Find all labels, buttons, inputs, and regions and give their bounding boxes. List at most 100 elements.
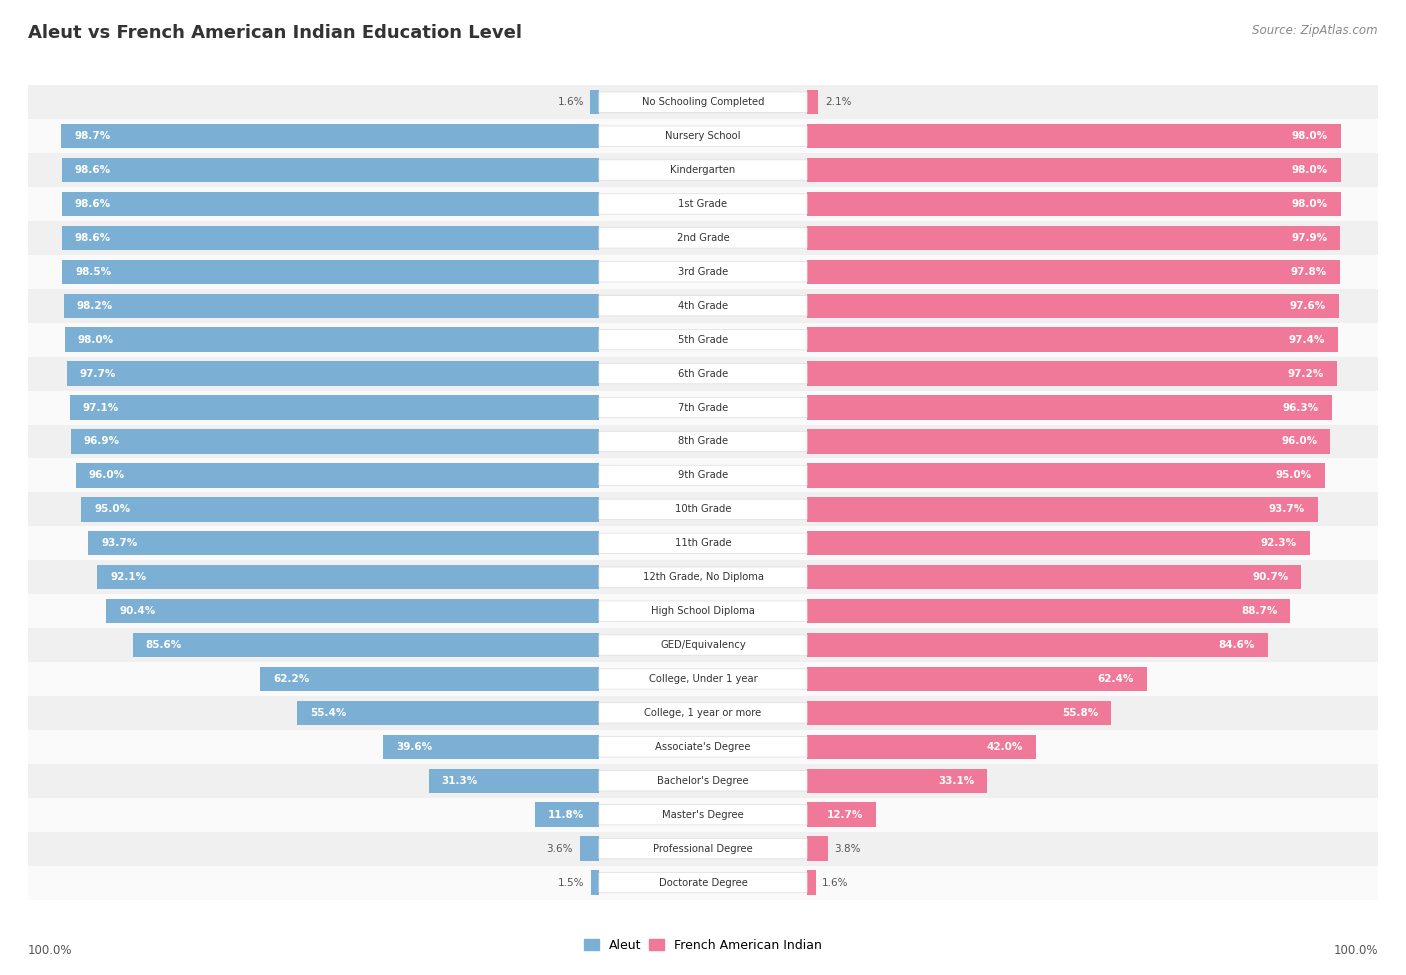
Text: 39.6%: 39.6% [396,742,433,752]
Bar [807,90,818,114]
Bar [28,424,1378,458]
FancyBboxPatch shape [599,160,807,180]
Text: 31.3%: 31.3% [441,776,478,786]
Bar [89,531,599,556]
Text: 62.2%: 62.2% [273,674,309,684]
Bar [63,293,599,318]
Bar [28,289,1378,323]
Bar [62,124,599,148]
Bar [28,492,1378,526]
FancyBboxPatch shape [599,838,807,859]
Text: 98.0%: 98.0% [1292,131,1329,141]
Bar [132,633,599,657]
Bar [62,192,599,216]
Text: 97.4%: 97.4% [1288,334,1324,345]
Bar [70,395,599,420]
Text: 100.0%: 100.0% [1333,945,1378,957]
Text: 98.5%: 98.5% [76,267,111,277]
Text: 2.1%: 2.1% [825,98,851,107]
FancyBboxPatch shape [599,92,807,112]
Text: No Schooling Completed: No Schooling Completed [641,98,765,107]
Text: 2nd Grade: 2nd Grade [676,233,730,243]
Text: Nursery School: Nursery School [665,131,741,141]
Bar [28,458,1378,492]
Text: 1.5%: 1.5% [558,878,585,887]
Bar [28,561,1378,594]
Bar [28,526,1378,561]
Bar [28,187,1378,221]
Bar [807,837,828,861]
Text: 3.8%: 3.8% [834,843,860,854]
Text: Associate's Degree: Associate's Degree [655,742,751,752]
Bar [28,391,1378,424]
Text: College, Under 1 year: College, Under 1 year [648,674,758,684]
Bar [297,701,599,725]
Text: 98.6%: 98.6% [75,199,111,209]
FancyBboxPatch shape [599,261,807,282]
Bar [807,565,1301,590]
Text: Kindergarten: Kindergarten [671,165,735,176]
Text: Master's Degree: Master's Degree [662,809,744,820]
Text: Professional Degree: Professional Degree [654,843,752,854]
FancyBboxPatch shape [599,873,807,893]
Bar [807,633,1268,657]
Bar [76,463,599,488]
FancyBboxPatch shape [599,465,807,486]
Text: 4th Grade: 4th Grade [678,300,728,311]
Text: 96.9%: 96.9% [84,437,120,447]
Text: 90.7%: 90.7% [1251,572,1288,582]
Text: Doctorate Degree: Doctorate Degree [658,878,748,887]
Bar [807,328,1337,352]
Bar [97,565,599,590]
Bar [28,696,1378,730]
Bar [807,158,1341,182]
Bar [28,730,1378,763]
Text: 11th Grade: 11th Grade [675,538,731,548]
Bar [807,259,1340,284]
Bar [66,362,599,386]
Text: 1.6%: 1.6% [557,98,583,107]
Text: 88.7%: 88.7% [1241,606,1277,616]
Bar [807,734,1036,760]
Bar [28,85,1378,119]
Text: 12.7%: 12.7% [827,809,863,820]
Text: 96.0%: 96.0% [89,470,125,481]
Text: 42.0%: 42.0% [987,742,1022,752]
Bar [62,225,599,251]
Text: 98.6%: 98.6% [75,233,111,243]
Bar [28,357,1378,391]
FancyBboxPatch shape [599,330,807,350]
Bar [62,158,599,182]
Bar [28,254,1378,289]
Text: 97.1%: 97.1% [83,403,120,412]
Bar [107,599,599,623]
Bar [429,768,599,793]
Text: 98.0%: 98.0% [1292,199,1329,209]
Bar [807,362,1337,386]
Bar [807,192,1341,216]
Bar [28,866,1378,900]
Bar [62,259,599,284]
Bar [591,871,599,895]
Text: 8th Grade: 8th Grade [678,437,728,447]
Bar [65,328,599,352]
Bar [807,225,1340,251]
Bar [807,802,876,827]
Text: Aleut vs French American Indian Education Level: Aleut vs French American Indian Educatio… [28,24,522,42]
Bar [807,667,1147,691]
FancyBboxPatch shape [599,533,807,554]
Bar [28,594,1378,628]
Bar [807,531,1310,556]
Legend: Aleut, French American Indian: Aleut, French American Indian [579,934,827,956]
Bar [807,599,1291,623]
Text: 97.2%: 97.2% [1288,369,1323,378]
Text: 5th Grade: 5th Grade [678,334,728,345]
Bar [28,763,1378,798]
Bar [28,628,1378,662]
Bar [534,802,599,827]
Text: 6th Grade: 6th Grade [678,369,728,378]
FancyBboxPatch shape [599,431,807,451]
FancyBboxPatch shape [599,364,807,384]
Bar [807,429,1330,453]
Bar [807,124,1341,148]
